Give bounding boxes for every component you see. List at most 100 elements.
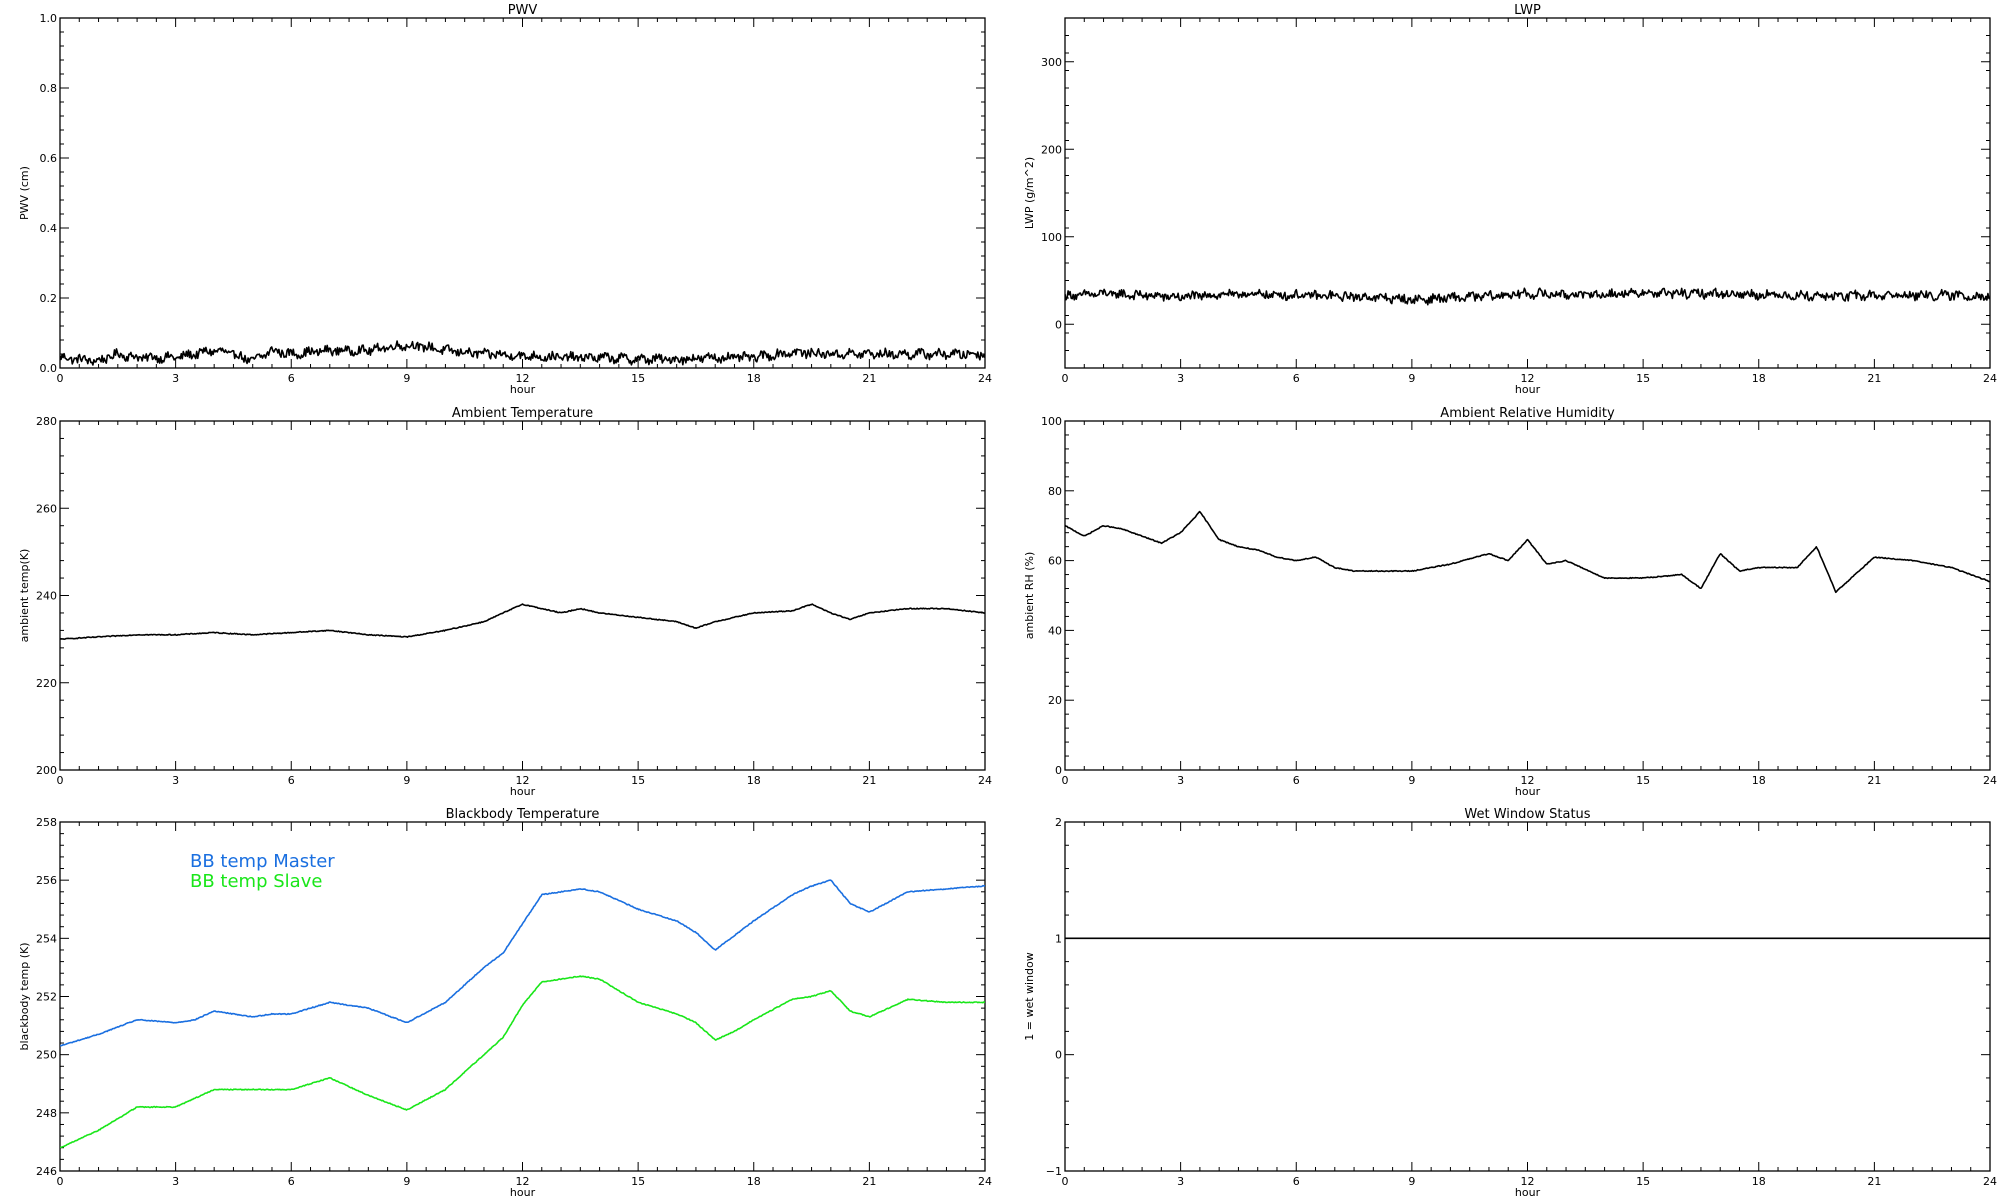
wet-window-status-x-tick-label: 9	[1408, 1175, 1415, 1188]
lwp-y-tick-label: 0	[1055, 318, 1062, 331]
ambient-humidity-title: Ambient Relative Humidity	[1440, 406, 1615, 421]
ambient-humidity-x-tick-label: 9	[1408, 774, 1415, 787]
ambient-humidity-y-axis-label: ambient RH (%)	[1023, 552, 1036, 640]
pwv-title: PWV	[508, 3, 538, 18]
wet-window-status-x-tick-label: 21	[1867, 1175, 1881, 1188]
ambient-temperature-x-tick-label: 18	[747, 774, 761, 787]
pwv-x-tick-label: 15	[631, 372, 645, 385]
ambient-humidity-y-tick-label: 100	[1041, 415, 1062, 428]
lwp-y-tick-label: 100	[1041, 231, 1062, 244]
wet-window-status-x-tick-label: 12	[1521, 1175, 1535, 1188]
lwp-y-axis-label: LWP (g/m^2)	[1023, 157, 1036, 229]
blackbody-temperature-x-tick-label: 18	[747, 1175, 761, 1188]
blackbody-temperature-x-tick-label: 12	[516, 1175, 530, 1188]
pwv-y-tick-label: 0.6	[40, 152, 58, 165]
ambient-humidity-x-tick-label: 12	[1521, 774, 1535, 787]
wet-window-status-x-tick-label: 0	[1062, 1175, 1069, 1188]
ambient-humidity-x-tick-label: 21	[1867, 774, 1881, 787]
blackbody-temperature-y-tick-label: 256	[36, 874, 57, 887]
lwp-x-tick-label: 0	[1062, 372, 1069, 385]
lwp-x-tick-label: 15	[1636, 372, 1650, 385]
ambient-humidity-x-axis-label: hour	[1515, 785, 1541, 798]
ambient-temperature-y-axis-label: ambient temp(K)	[18, 549, 31, 643]
ambient-temperature-x-tick-label: 9	[403, 774, 410, 787]
blackbody-temperature-x-tick-label: 0	[57, 1175, 64, 1188]
wet-window-status-plot-frame	[1064, 821, 1991, 1172]
pwv-y-tick-label: 0.8	[40, 82, 58, 95]
blackbody-temperature-series-bb-temp-slave	[60, 975, 985, 1149]
pwv-x-tick-label: 12	[516, 372, 530, 385]
ambient-temperature-x-axis-label: hour	[510, 785, 536, 798]
pwv-y-tick-label: 1.0	[40, 12, 58, 25]
ambient-temperature-plot-frame	[59, 420, 986, 771]
pwv-x-tick-label: 6	[288, 372, 295, 385]
ambient-temperature-title: Ambient Temperature	[452, 406, 593, 421]
blackbody-temperature-y-tick-label: 254	[36, 932, 57, 945]
legend-entry-bb-temp-master: BB temp Master	[190, 851, 335, 872]
lwp-x-tick-label: 18	[1752, 372, 1766, 385]
pwv-x-tick-label: 21	[862, 372, 876, 385]
ambient-temperature-panel: Ambient Temperature 0 3 6 9 12 15 18 21 24 hour 200…	[18, 406, 992, 798]
pwv-y-tick-label: 0.2	[40, 292, 58, 305]
ambient-humidity-plot-frame	[1064, 420, 1991, 771]
blackbody-temperature-series-bb-temp-master	[60, 879, 985, 1047]
wet-window-status-x-tick-label: 3	[1177, 1175, 1184, 1188]
ambient-humidity-y-tick-label: 20	[1048, 694, 1062, 707]
blackbody-temperature-y-tick-label: 246	[36, 1165, 57, 1178]
lwp-x-tick-label: 21	[1867, 372, 1881, 385]
pwv-x-axis-label: hour	[510, 383, 536, 396]
ambient-temperature-x-tick-label: 6	[288, 774, 295, 787]
wet-window-status-x-tick-label: 24	[1983, 1175, 1997, 1188]
lwp-x-tick-label: 9	[1408, 372, 1415, 385]
ambient-temperature-y-tick-label: 220	[36, 677, 57, 690]
ambient-humidity-y-tick-label: 60	[1048, 555, 1062, 568]
wet-window-status-y-tick-label: −1	[1046, 1165, 1062, 1178]
lwp-x-axis-label: hour	[1515, 383, 1541, 396]
wet-window-status-x-axis-label: hour	[1515, 1186, 1541, 1199]
pwv-x-tick-label: 3	[172, 372, 179, 385]
lwp-y-tick-label: 300	[1041, 56, 1062, 69]
ambient-temperature-x-tick-label: 24	[978, 774, 992, 787]
ambient-humidity-y-tick-label: 0	[1055, 764, 1062, 777]
ambient-temperature-x-tick-label: 12	[516, 774, 530, 787]
ambient-temperature-y-tick-label: 240	[36, 590, 57, 603]
blackbody-temperature-x-tick-label: 6	[288, 1175, 295, 1188]
blackbody-temperature-x-tick-label: 3	[172, 1175, 179, 1188]
ambient-humidity-x-tick-label: 0	[1062, 774, 1069, 787]
ambient-humidity-x-tick-label: 6	[1293, 774, 1300, 787]
ambient-humidity-x-tick-label: 15	[1636, 774, 1650, 787]
blackbody-temperature-x-tick-label: 21	[862, 1175, 876, 1188]
lwp-x-tick-label: 24	[1983, 372, 1997, 385]
ambient-humidity-x-tick-label: 24	[1983, 774, 1997, 787]
wet-window-status-x-tick-label: 6	[1293, 1175, 1300, 1188]
pwv-y-tick-label: 0.4	[40, 222, 58, 235]
ambient-humidity-y-tick-label: 80	[1048, 485, 1062, 498]
wet-window-status-y-axis-label: 1 = wet window	[1023, 952, 1036, 1041]
wet-window-status-title: Wet Window Status	[1464, 807, 1590, 822]
pwv-panel: PWV 0 3 6 9 12 15 18 21 24 hour 0.0 0.2 0.4 0.6 0.8 1.0 P…	[18, 3, 992, 396]
legend-entry-bb-temp-slave: BB temp Slave	[190, 871, 322, 892]
blackbody-temperature-title: Blackbody Temperature	[446, 807, 600, 822]
wet-window-status-y-tick-label: 1	[1055, 932, 1062, 945]
wet-window-status-x-tick-label: 15	[1636, 1175, 1650, 1188]
ambient-temperature-x-tick-label: 3	[172, 774, 179, 787]
ambient-humidity-series-line	[1065, 510, 1990, 594]
blackbody-temperature-y-tick-label: 258	[36, 816, 57, 829]
ambient-humidity-panel: Ambient Relative Humidity 0 3 6 9 12 15 18 21 24 h…	[1023, 406, 1997, 798]
ambient-temperature-x-tick-label: 0	[57, 774, 64, 787]
blackbody-temperature-y-tick-label: 250	[36, 1049, 57, 1062]
lwp-x-tick-label: 6	[1293, 372, 1300, 385]
pwv-x-tick-label: 24	[978, 372, 992, 385]
pwv-series-line	[60, 340, 985, 366]
pwv-plot-frame	[59, 17, 986, 369]
pwv-y-tick-label: 0.0	[40, 362, 58, 375]
blackbody-temperature-y-axis-label: blackbody temp (K)	[18, 943, 31, 1051]
lwp-panel: LWP 0 3 6 9 12 15 18 21 24 hour 0 100 200 300 LWP (g/m^…	[1023, 3, 1997, 396]
ambient-temperature-y-tick-label: 260	[36, 502, 57, 515]
ambient-temperature-y-tick-label: 200	[36, 764, 57, 777]
lwp-series-line	[1065, 287, 1990, 306]
lwp-x-tick-label: 12	[1521, 372, 1535, 385]
ambient-humidity-y-tick-label: 40	[1048, 624, 1062, 637]
